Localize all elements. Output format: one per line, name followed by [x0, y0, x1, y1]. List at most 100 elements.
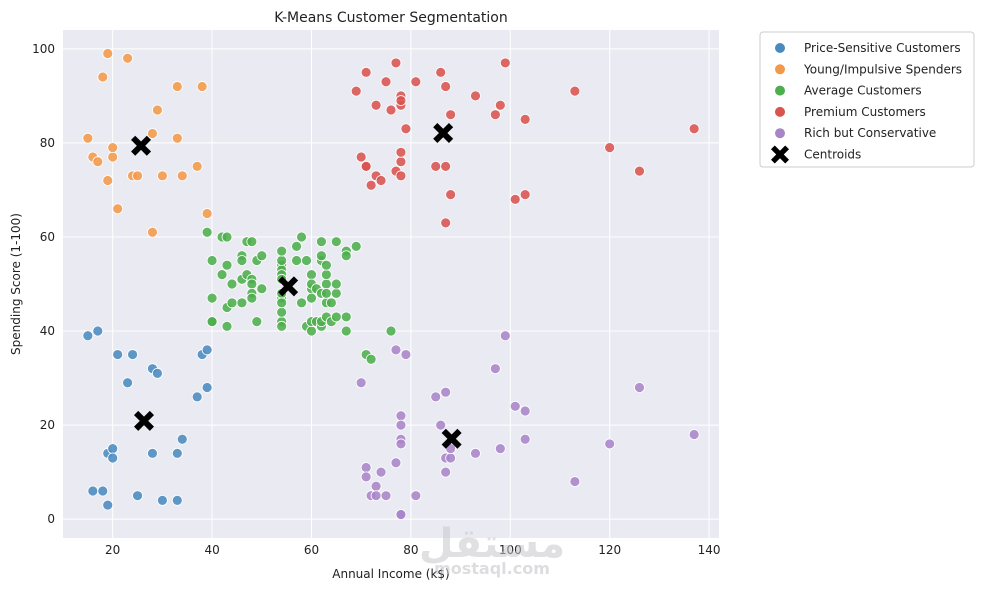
y-axis-label: Spending Score (1-100)	[9, 213, 23, 355]
series-1	[82, 48, 213, 238]
data-point	[519, 113, 531, 125]
data-point	[201, 208, 213, 219]
data-point	[171, 132, 183, 144]
data-point	[355, 151, 367, 163]
data-point	[395, 438, 407, 450]
data-point	[87, 485, 99, 497]
data-point	[171, 494, 183, 506]
watermark: مستقل mostaql.com	[419, 521, 565, 578]
data-point	[102, 48, 114, 59]
data-point	[519, 433, 531, 445]
data-point	[489, 109, 501, 121]
data-point	[102, 175, 114, 186]
data-point	[688, 429, 700, 440]
data-point	[445, 189, 457, 201]
data-point	[330, 288, 342, 299]
data-point	[410, 490, 422, 502]
data-point	[445, 452, 457, 464]
data-point	[470, 90, 481, 102]
data-point	[395, 509, 407, 520]
data-point	[156, 170, 168, 182]
series-5	[131, 123, 462, 449]
data-point	[206, 316, 218, 328]
y-tick-label: 40	[40, 324, 55, 338]
series-0	[82, 325, 213, 511]
data-point	[291, 240, 302, 252]
y-tick-label: 100	[32, 42, 55, 56]
data-point	[340, 311, 352, 323]
data-point	[634, 165, 645, 177]
data-point	[400, 349, 412, 360]
data-point	[206, 292, 218, 304]
data-point	[385, 325, 397, 337]
data-point	[350, 240, 362, 252]
data-point	[221, 259, 233, 271]
legend-label: Young/Impulsive Spenders	[803, 62, 962, 76]
data-point	[330, 236, 342, 248]
centroid-marker	[278, 276, 299, 297]
data-point	[107, 443, 119, 455]
data-point	[176, 433, 188, 445]
centroid-marker	[131, 135, 152, 156]
data-point	[410, 76, 422, 88]
data-point	[191, 391, 203, 403]
data-point	[296, 297, 307, 309]
series-4	[355, 330, 700, 520]
x-tick-label: 140	[698, 543, 721, 557]
data-point	[509, 193, 521, 205]
data-point	[176, 170, 188, 182]
data-point	[470, 447, 481, 459]
data-point	[489, 363, 501, 375]
data-point	[390, 344, 402, 356]
x-tick-label: 80	[403, 543, 418, 557]
legend-box	[759, 31, 975, 168]
x-tick-label: 100	[499, 543, 522, 557]
data-point	[171, 447, 183, 459]
data-point	[306, 325, 317, 337]
data-point	[147, 226, 158, 238]
data-point	[330, 278, 342, 290]
data-point	[435, 66, 447, 78]
data-point	[127, 349, 138, 360]
data-point	[246, 292, 258, 304]
data-point	[276, 306, 288, 318]
data-point	[316, 236, 327, 248]
data-point	[132, 170, 143, 182]
data-point	[276, 320, 288, 332]
data-point	[320, 259, 332, 271]
grid-lines	[63, 30, 719, 538]
y-tick-label: 20	[40, 418, 55, 432]
x-tick-label: 120	[598, 543, 621, 557]
data-point	[201, 226, 213, 238]
chart-title: K-Means Customer Segmentation	[274, 10, 508, 26]
data-point	[301, 255, 312, 266]
data-point	[156, 494, 168, 506]
data-point	[97, 71, 109, 83]
data-point	[330, 311, 342, 323]
data-point	[152, 104, 163, 116]
data-point	[370, 490, 382, 502]
data-point	[92, 156, 104, 168]
data-point	[147, 447, 158, 459]
data-point	[147, 128, 158, 139]
data-point	[385, 104, 397, 116]
data-point	[494, 99, 506, 111]
tick-labels: 20 40 60 80 100 120 140 0 20 40 60 80 100	[32, 42, 720, 557]
data-point	[306, 269, 317, 280]
data-point	[296, 231, 307, 243]
data-point	[435, 419, 447, 431]
data-point	[440, 81, 452, 92]
data-point	[107, 452, 119, 464]
data-point	[246, 278, 258, 290]
data-point	[604, 142, 616, 153]
data-point	[112, 203, 124, 215]
data-point	[340, 250, 352, 262]
data-point	[569, 85, 581, 97]
data-point	[395, 146, 407, 158]
data-point	[395, 410, 407, 422]
data-point	[316, 250, 327, 262]
data-point	[236, 297, 248, 309]
data-point	[509, 400, 521, 412]
data-point	[236, 255, 248, 266]
data-point	[375, 466, 387, 478]
